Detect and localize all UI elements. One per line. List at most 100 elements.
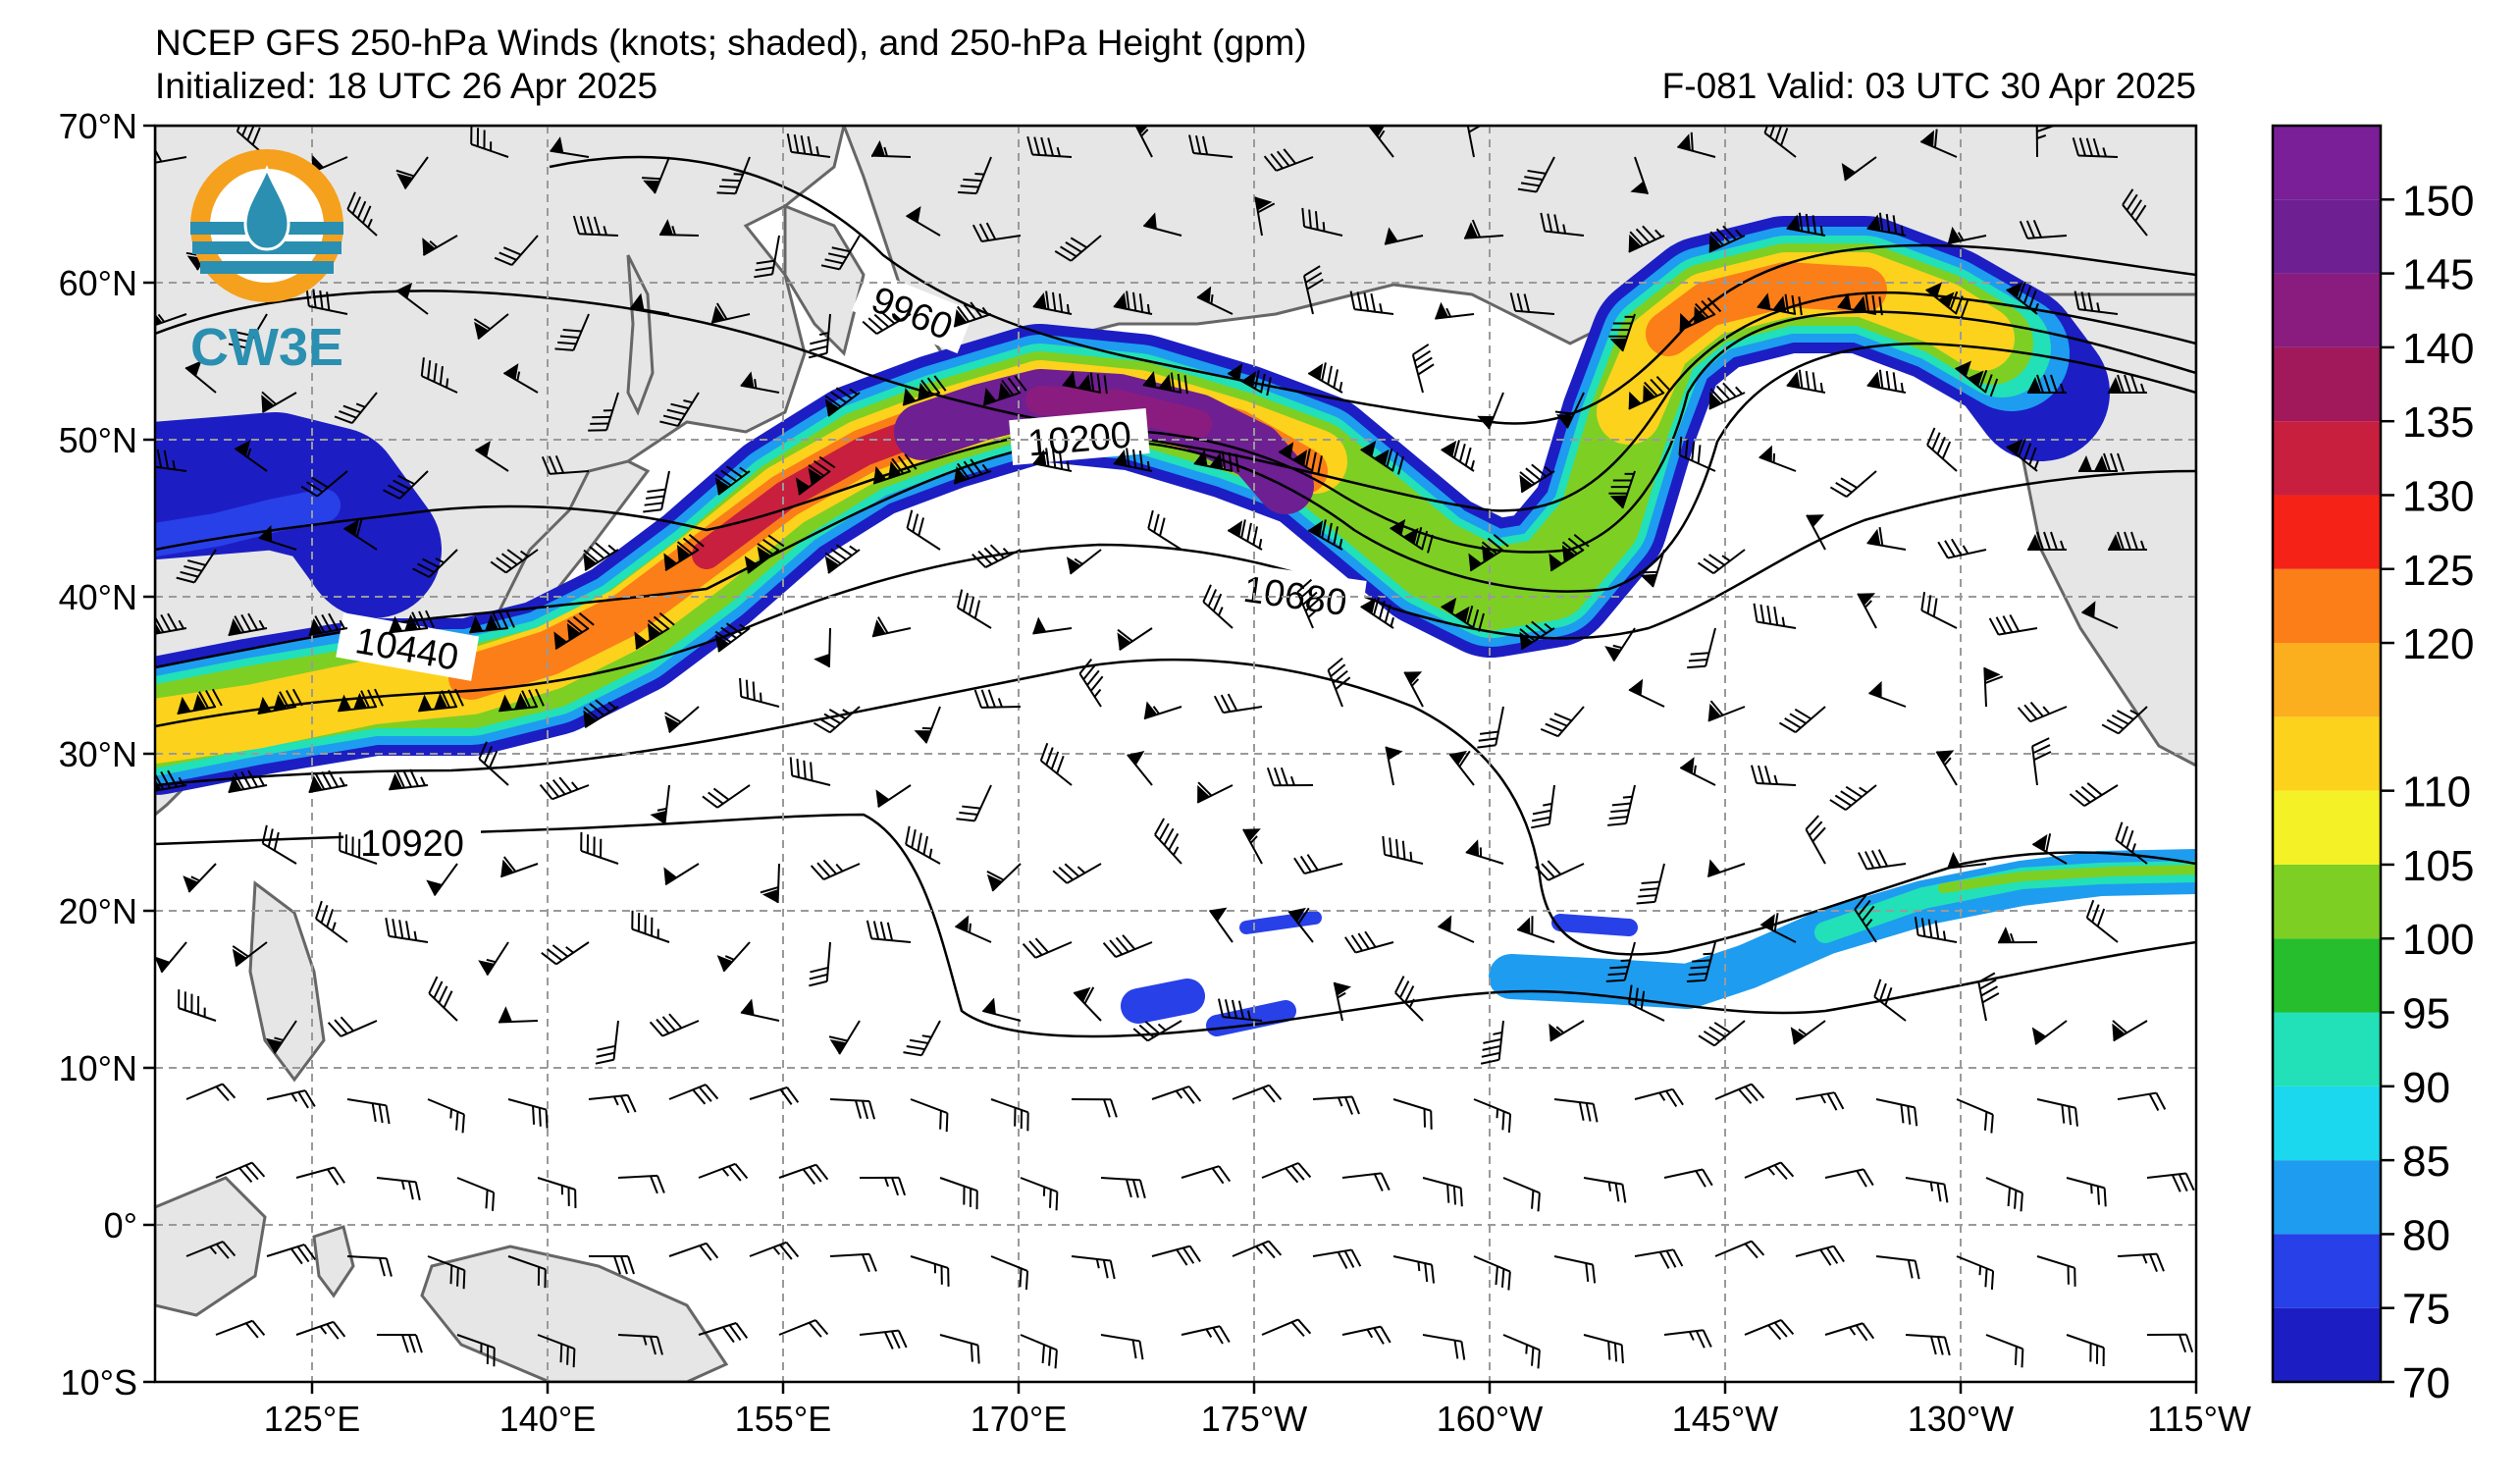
wind-barb <box>1947 226 1987 245</box>
colorbar-label-3: 85 <box>2402 1138 2450 1186</box>
wind-barb <box>1078 658 1104 708</box>
wind-barb <box>1477 706 1504 749</box>
wind-barb <box>1039 742 1073 786</box>
lat-label-6: 10°N <box>59 1048 137 1088</box>
wind-barb <box>1714 1240 1765 1259</box>
wind-barb <box>813 706 861 734</box>
wind-barb <box>1143 212 1182 237</box>
longitude-labels: 125°E 140°E 155°E 170°E 175°W 160°W 145°W 130°W… <box>264 1399 2251 1439</box>
lon-label-4: 175°W <box>1201 1399 1307 1439</box>
lon-label-8: 115°W <box>2147 1399 2251 1439</box>
wind-barb <box>650 784 670 824</box>
wind-barb <box>1100 1334 1144 1360</box>
wind-barb <box>334 392 378 425</box>
wind-barb <box>2027 531 2067 551</box>
wind-barb <box>1142 371 1188 395</box>
wind-barb <box>1956 1098 1994 1134</box>
wind-barb <box>1866 369 1907 394</box>
wind-barb <box>2072 137 2119 158</box>
wind-barb <box>906 509 941 551</box>
wind-barb <box>829 1098 876 1120</box>
lat-label-0: 70°N <box>59 106 137 146</box>
wind-barb <box>1261 1318 1312 1338</box>
wind-barb <box>418 688 464 713</box>
wind-barb <box>1679 757 1716 786</box>
wind-barb <box>537 1177 577 1209</box>
wind-barb <box>1020 1334 1058 1369</box>
wind-barb <box>1403 671 1424 708</box>
wind-barb <box>494 235 539 266</box>
wind-barb <box>2019 220 2068 239</box>
wind-barb <box>385 918 429 943</box>
wind-barb <box>760 863 780 904</box>
wind-barb <box>1287 907 1314 943</box>
wind-barb <box>956 589 992 629</box>
wind-barb <box>714 622 751 653</box>
wind-barb <box>595 1020 619 1065</box>
wind-barb <box>1628 984 1665 1022</box>
wind-barb <box>395 282 429 315</box>
wind-barb <box>1935 750 1958 786</box>
wind-barb <box>376 1334 423 1353</box>
tropical-jet-core <box>1938 865 2196 893</box>
wind-barb <box>2108 374 2147 394</box>
wind-barb <box>872 453 918 485</box>
wind-barb <box>871 616 912 638</box>
colorbar-label-2: 80 <box>2402 1211 2450 1259</box>
wind-barb <box>1955 360 1999 397</box>
wind-barb <box>383 470 429 500</box>
wind-barb <box>537 1334 576 1368</box>
wind-barb <box>499 856 539 878</box>
wind-barb <box>939 1334 980 1364</box>
wind-barb <box>1554 392 1585 429</box>
colorbar-frame <box>2271 124 2383 1384</box>
wind-barb <box>473 313 509 341</box>
wind-barb <box>588 1093 637 1114</box>
colorbar-label-15: 150 <box>2402 177 2474 225</box>
wind-barb <box>740 998 780 1022</box>
wind-barb <box>177 688 223 715</box>
wind-barb <box>902 375 947 406</box>
wind-barb <box>2017 701 2068 723</box>
wind-barb <box>1854 894 1877 943</box>
wind-barb <box>905 825 941 865</box>
wind-barb <box>2074 291 2119 315</box>
wind-barb <box>498 1006 539 1024</box>
wind-barb <box>1054 235 1102 262</box>
wind-barb <box>1327 657 1351 708</box>
wind-barb <box>1132 1020 1182 1042</box>
wind-barb <box>1607 784 1636 826</box>
wind-barb <box>1441 597 1485 632</box>
wind-barb <box>583 699 619 729</box>
wind-barb <box>828 1020 861 1055</box>
wind-barb <box>749 1086 800 1105</box>
wind-barb <box>327 1016 378 1037</box>
wind-barb <box>1293 854 1343 875</box>
wind-barb <box>1073 986 1102 1022</box>
wind-barb <box>478 741 509 786</box>
colorbar-label-7: 105 <box>2402 842 2474 890</box>
wind-barb <box>469 609 515 634</box>
contour-10680 <box>155 469 2196 728</box>
wind-barb <box>541 454 590 475</box>
wind-barb <box>1208 907 1234 943</box>
wind-barb <box>1100 1177 1146 1198</box>
wind-barb <box>2066 1334 2105 1367</box>
wind-barb <box>1687 627 1716 669</box>
jet-core-145 <box>1025 386 1212 439</box>
wind-barb <box>346 1098 391 1125</box>
wind-barb <box>1873 979 1907 1022</box>
wind-barb <box>1553 1098 1599 1123</box>
wind-barb <box>1341 1172 1391 1192</box>
wind-barb <box>507 1098 549 1129</box>
wind-barb <box>261 824 297 865</box>
wind-barb <box>215 1319 266 1339</box>
lat-label-3: 40°N <box>59 577 137 617</box>
gridlines <box>155 126 2196 1382</box>
wind-barb <box>1531 784 1555 829</box>
wind-barb <box>1638 549 1665 588</box>
contour-label-box-10200 <box>1009 407 1150 466</box>
wind-barb <box>698 1322 749 1344</box>
wind-barb <box>714 465 751 496</box>
wind-barb <box>185 1083 236 1102</box>
